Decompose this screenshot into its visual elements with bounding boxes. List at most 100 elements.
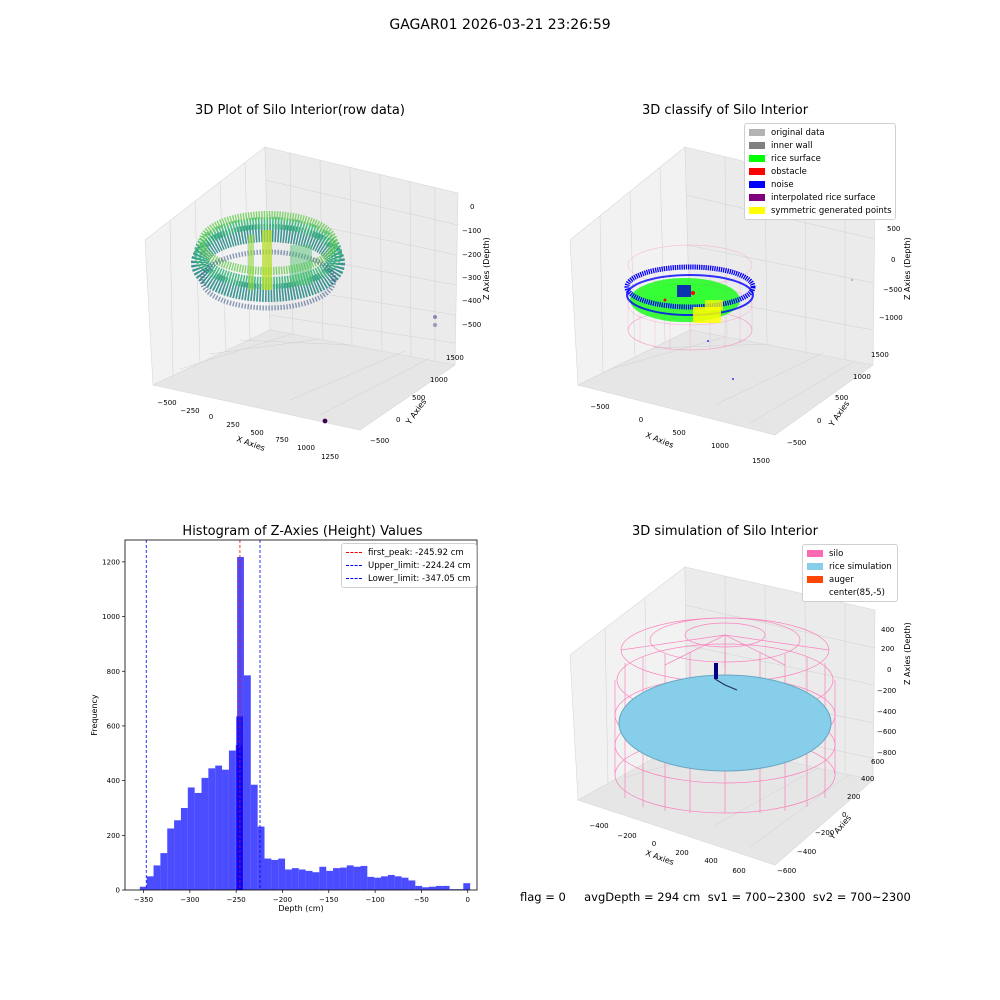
histogram-bar bbox=[243, 675, 251, 890]
legend-entry: first_peak: -245.92 cm bbox=[346, 546, 472, 559]
legend-label: Upper_limit: -224.24 cm bbox=[368, 560, 471, 571]
simulation-3d-plot[interactable]: −400 −200 0 200 400 600 X Axies −600 −40… bbox=[565, 555, 925, 885]
simulation-ztick: −800 bbox=[877, 749, 896, 757]
legend-label: obstacle bbox=[771, 166, 807, 177]
simulation-ytick: 400 bbox=[861, 775, 874, 783]
raw-ytick: 500 bbox=[412, 394, 425, 402]
histogram-xlabel: Depth (cm) bbox=[278, 904, 323, 913]
legend-entry: rice simulation bbox=[807, 560, 893, 573]
legend-entry: inner wall bbox=[749, 139, 891, 152]
classify-ztick: −500 bbox=[883, 286, 902, 294]
classify-plot-title: 3D classify of Silo Interior bbox=[641, 103, 809, 118]
histogram-bar bbox=[435, 885, 443, 890]
simulation-ylabel: Y Axies bbox=[827, 813, 853, 842]
raw-ztick: −100 bbox=[462, 227, 481, 235]
simulation-xlabel: X Axies bbox=[644, 848, 675, 867]
histogram-bar bbox=[367, 876, 375, 890]
legend-label: interpolated rice surface bbox=[771, 192, 876, 203]
histogram-bar bbox=[160, 853, 168, 890]
legend-entry: Upper_limit: -224.24 cm bbox=[346, 559, 472, 572]
histogram-bar bbox=[353, 866, 361, 890]
classify-ytick: 1500 bbox=[871, 351, 889, 359]
classify-ztick: −1000 bbox=[879, 314, 903, 322]
legend-label: center(85,-5) bbox=[829, 587, 885, 598]
histogram-bar bbox=[228, 750, 236, 890]
classify-xtick: 1500 bbox=[752, 457, 770, 465]
histogram-bar bbox=[250, 784, 258, 890]
legend-swatch bbox=[807, 589, 823, 596]
histogram-bar bbox=[333, 868, 340, 890]
raw-point-cloud bbox=[191, 211, 345, 311]
histogram-ylabel: Frequency bbox=[90, 694, 99, 736]
raw-ztick: −300 bbox=[462, 274, 481, 282]
classify-xtick: 0 bbox=[639, 416, 643, 424]
legend-swatch bbox=[807, 563, 823, 570]
histogram-bar bbox=[298, 869, 306, 890]
classify-3d-plot[interactable]: −500 0 500 1000 1500 X Axies −500 0 500 … bbox=[565, 135, 925, 470]
figure-title: GAGAR01 2026-03-21 23:26:59 bbox=[389, 17, 611, 33]
legend-label: Lower_limit: -347.05 cm bbox=[368, 573, 471, 584]
legend-swatch bbox=[346, 552, 362, 553]
outlier-point bbox=[433, 315, 437, 319]
histogram-bar bbox=[339, 867, 347, 890]
simulation-ztick: −400 bbox=[877, 708, 896, 716]
histogram-ytick-label: 400 bbox=[107, 777, 120, 785]
histogram-bar bbox=[415, 885, 423, 890]
classify-ytick: 0 bbox=[817, 417, 821, 425]
histogram-bar bbox=[387, 874, 395, 890]
legend-swatch bbox=[749, 155, 765, 162]
raw-xtick: 1250 bbox=[321, 453, 339, 461]
histogram-ytick-label: 0 bbox=[116, 887, 120, 895]
raw-3d-plot[interactable]: −500 −250 0 250 500 750 1000 1250 X Axie… bbox=[140, 135, 500, 470]
simulation-ztick: 200 bbox=[881, 645, 894, 653]
classify-legend: original data inner wall rice surface ob… bbox=[744, 123, 896, 220]
histogram-bar bbox=[422, 887, 430, 890]
legend-label: auger bbox=[829, 574, 854, 585]
legend-swatch bbox=[749, 168, 765, 175]
histogram-bar bbox=[326, 870, 334, 890]
simulation-ztick: 0 bbox=[887, 666, 891, 674]
legend-label: symmetric generated points bbox=[771, 205, 892, 216]
legend-entry: auger bbox=[807, 573, 893, 586]
legend-swatch bbox=[346, 578, 362, 579]
histogram-bar bbox=[194, 792, 202, 890]
legend-label: inner wall bbox=[771, 140, 813, 151]
outlier-point bbox=[433, 323, 437, 327]
raw-ztick: −500 bbox=[462, 321, 481, 329]
status-text: flag = 0 avgDepth = 294 cm sv1 = 700~230… bbox=[520, 890, 911, 904]
classify-xlabel: X Axies bbox=[644, 431, 675, 450]
classify-ytick: 500 bbox=[835, 394, 848, 402]
raw-ytick: 1000 bbox=[430, 376, 448, 384]
histogram-bar bbox=[442, 885, 450, 890]
histogram-bar bbox=[187, 787, 195, 890]
classify-ylabel: Y Axies bbox=[827, 399, 852, 429]
legend-entry: rice surface bbox=[749, 152, 891, 165]
legend-entry: obstacle bbox=[749, 165, 891, 178]
histogram-bar bbox=[291, 868, 299, 890]
simulation-ytick: 600 bbox=[871, 758, 884, 766]
histogram-bar bbox=[201, 777, 209, 890]
simulation-ytick: 0 bbox=[842, 811, 846, 819]
classify-zlabel: Z Axies (Depth) bbox=[903, 237, 912, 300]
histogram-bar bbox=[346, 865, 354, 890]
legend-entry: center(85,-5) bbox=[807, 586, 893, 599]
histogram-xtick-label: −200 bbox=[273, 896, 292, 904]
raw-ztick: 0 bbox=[470, 203, 474, 211]
histogram-bar bbox=[271, 859, 279, 890]
histogram-title: Histogram of Z-Axies (Height) Values bbox=[182, 524, 423, 539]
simulation-xtick: 600 bbox=[732, 867, 745, 875]
simulation-ytick: −600 bbox=[777, 867, 796, 875]
histogram-chart[interactable]: −350 −300 −250 −200 −150 −100 −50 0 0 200 400 600 8… bbox=[80, 535, 490, 920]
raw-ztick: −200 bbox=[462, 251, 481, 259]
histogram-bar bbox=[215, 765, 223, 890]
classify-xtick: 1000 bbox=[711, 442, 729, 450]
legend-label: rice surface bbox=[771, 153, 821, 164]
raw-xtick: 250 bbox=[226, 421, 239, 429]
outlier-point bbox=[322, 418, 328, 424]
raw-ztick: −400 bbox=[462, 297, 481, 305]
simulation-ztick: 400 bbox=[881, 626, 894, 634]
histogram-bar bbox=[360, 865, 368, 890]
simulation-ztick: −600 bbox=[877, 728, 896, 736]
histogram-xtick-label: −100 bbox=[365, 896, 384, 904]
simulation-ytick: −200 bbox=[815, 829, 834, 837]
